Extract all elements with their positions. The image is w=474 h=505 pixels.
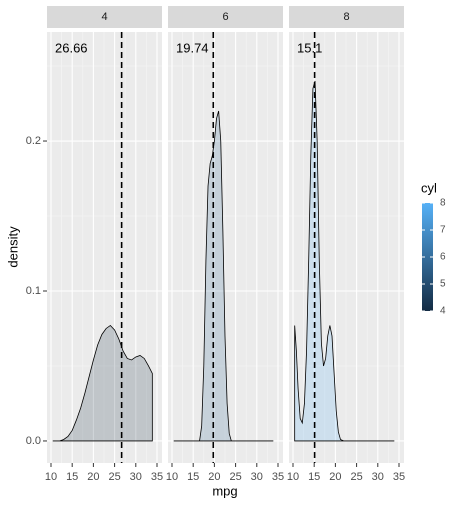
strip [289,6,404,28]
x-tick-label: 25 [229,471,241,483]
x-tick-label: 20 [208,471,220,483]
x-tick-label: 30 [251,471,263,483]
colorbar [422,203,433,311]
legend-label: 6 [440,252,446,263]
x-tick-label: 30 [130,471,142,483]
density-area [294,80,395,442]
strip [47,6,162,28]
x-axis-title: mpg [212,483,237,498]
x-tick-label: 25 [350,471,362,483]
y-tick-label: 0.1 [26,285,41,297]
facet-title: 4 [101,11,107,23]
density-area [173,110,274,442]
mean-label: 19.74 [176,40,209,55]
legend-title: cyl [421,180,437,195]
facet-title: 8 [343,11,349,23]
strip [168,6,283,28]
panel [289,32,404,463]
mean-label: 26.66 [55,40,88,55]
x-tick-label: 10 [45,471,57,483]
legend-label: 4 [440,306,446,317]
x-tick-label: 15 [308,471,320,483]
x-tick-label: 10 [287,471,299,483]
panel [168,32,283,463]
x-tick-label: 30 [372,471,384,483]
mean-label: 15.1 [297,40,322,55]
density-area [52,324,153,442]
legend-label: 8 [440,198,446,209]
x-tick-label: 15 [66,471,78,483]
x-tick-label: 35 [151,471,163,483]
y-tick-label: 0.2 [26,135,41,147]
x-tick-label: 25 [108,471,120,483]
legend-label: 7 [440,225,446,236]
y-tick-label: 0.0 [26,435,41,447]
x-tick-label: 35 [272,471,284,483]
x-tick-label: 10 [166,471,178,483]
facet-title: 6 [222,11,228,23]
y-axis-title: density [5,226,20,268]
x-tick-label: 20 [329,471,341,483]
x-tick-label: 15 [187,471,199,483]
legend-label: 5 [440,279,446,290]
x-tick-label: 35 [393,471,405,483]
panel [47,32,162,463]
x-tick-label: 20 [87,471,99,483]
